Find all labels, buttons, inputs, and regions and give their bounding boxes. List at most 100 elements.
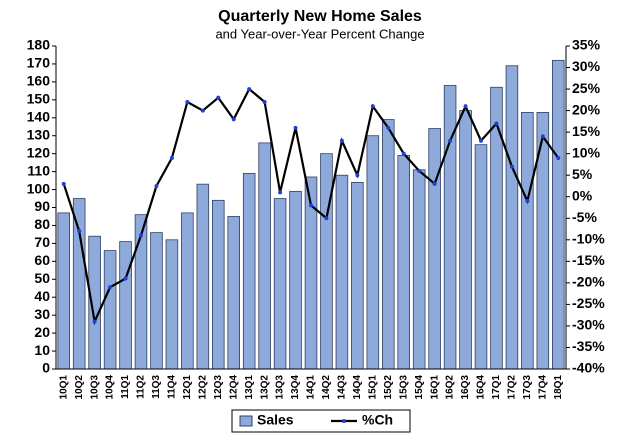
y2-tick-label: 10% xyxy=(572,144,601,160)
y2-tick-label: 5% xyxy=(572,166,593,182)
line-marker xyxy=(417,168,422,173)
line-marker xyxy=(185,99,190,104)
bar xyxy=(165,239,179,370)
bar xyxy=(335,174,349,370)
bar xyxy=(443,85,457,370)
y-tick-label: 100 xyxy=(27,180,51,196)
line-marker xyxy=(293,125,298,130)
y2-tick-label: -10% xyxy=(572,231,605,247)
x-tick-label: 11Q4 xyxy=(167,375,178,399)
bar xyxy=(103,250,117,370)
y-tick-label: 140 xyxy=(27,108,51,124)
bar xyxy=(211,199,225,370)
bar xyxy=(366,135,380,370)
bar xyxy=(242,173,256,370)
line-marker xyxy=(154,183,159,188)
line-marker xyxy=(448,138,453,143)
x-tick-label: 13Q2 xyxy=(259,375,270,400)
line-marker xyxy=(525,199,530,204)
x-tick-label: 10Q1 xyxy=(58,375,69,400)
bar xyxy=(273,198,287,370)
bar xyxy=(428,128,441,370)
bar xyxy=(150,232,163,370)
line-marker xyxy=(247,87,252,92)
bar xyxy=(181,212,194,370)
x-tick-label: 14Q4 xyxy=(352,375,363,400)
x-tick-label: 18Q1 xyxy=(553,375,564,400)
bar xyxy=(196,183,210,370)
x-tick-label: 11Q3 xyxy=(151,375,162,399)
y2-tick-label: 30% xyxy=(572,58,601,74)
line-marker xyxy=(200,108,205,113)
x-tick-label: 17Q1 xyxy=(491,375,502,400)
x-tick-label: 17Q3 xyxy=(522,375,533,400)
x-tick-label: 12Q4 xyxy=(228,375,239,400)
x-tick-label: 11Q1 xyxy=(120,375,131,399)
line-marker xyxy=(139,233,143,238)
y2-tick-label: 20% xyxy=(572,101,601,117)
y2-tick-label: 25% xyxy=(572,80,601,96)
y-tick-label: 150 xyxy=(27,91,51,107)
line-marker xyxy=(355,173,360,178)
chart-subtitle: and Year-over-Year Percent Change xyxy=(215,26,424,41)
line-marker xyxy=(309,203,313,208)
y2-tick-label: -20% xyxy=(572,274,605,290)
y-tick-label: 20 xyxy=(34,324,50,340)
y-tick-label: 70 xyxy=(34,234,50,250)
bar xyxy=(227,216,240,370)
line-marker xyxy=(479,138,483,143)
line-marker xyxy=(231,117,236,122)
line-marker xyxy=(339,138,344,143)
y2-tick-label: 35% xyxy=(572,37,601,53)
y-tick-label: 120 xyxy=(27,144,51,160)
x-tick-label: 13Q1 xyxy=(244,375,255,400)
x-tick-label: 13Q4 xyxy=(290,375,301,400)
bar xyxy=(351,181,364,370)
x-tick-label: 13Q3 xyxy=(275,375,286,400)
chart-title: Quarterly New Home Sales xyxy=(218,8,422,25)
line-marker xyxy=(92,319,97,324)
x-tick-label: 16Q1 xyxy=(429,375,440,400)
x-tick-label: 15Q4 xyxy=(414,375,425,400)
bar xyxy=(459,110,472,370)
line-marker xyxy=(401,151,406,156)
line-marker xyxy=(556,155,561,160)
legend-swatch xyxy=(239,415,253,427)
x-tick-label: 16Q2 xyxy=(445,375,456,400)
y2-tick-label: -30% xyxy=(572,317,605,333)
y2-tick-label: 15% xyxy=(572,123,601,139)
y-tick-label: 10 xyxy=(34,342,50,358)
line-marker xyxy=(494,121,499,126)
y2-tick-label: -15% xyxy=(572,252,605,268)
bar xyxy=(119,241,132,370)
line-marker xyxy=(169,155,174,160)
line-marker xyxy=(77,229,82,234)
line-marker xyxy=(216,95,221,100)
x-tick-label: 17Q2 xyxy=(507,375,518,400)
y-tick-label: 30 xyxy=(34,306,50,322)
x-tick-label: 14Q1 xyxy=(306,375,317,400)
bar xyxy=(521,111,534,370)
x-tick-label: 14Q3 xyxy=(337,375,348,400)
y2-tick-label: -40% xyxy=(572,360,605,376)
bar xyxy=(474,144,488,370)
x-tick-label: 12Q1 xyxy=(182,375,193,400)
bar xyxy=(505,65,519,370)
x-tick-label: 10Q3 xyxy=(89,375,100,400)
line-marker xyxy=(432,181,437,186)
bar xyxy=(72,198,86,370)
bar xyxy=(552,59,565,370)
line-marker xyxy=(370,104,375,109)
x-tick-label: 17Q4 xyxy=(537,375,548,400)
y2-tick-label: -35% xyxy=(572,338,605,354)
x-tick-label: 16Q3 xyxy=(460,375,471,400)
bar xyxy=(320,153,333,370)
legend-label: Sales xyxy=(257,412,294,428)
line-marker xyxy=(262,99,267,104)
x-tick-label: 12Q2 xyxy=(197,375,208,400)
y-tick-label: 180 xyxy=(27,37,51,53)
line-marker xyxy=(108,285,113,290)
y-tick-label: 170 xyxy=(27,55,51,71)
bar xyxy=(381,119,395,370)
